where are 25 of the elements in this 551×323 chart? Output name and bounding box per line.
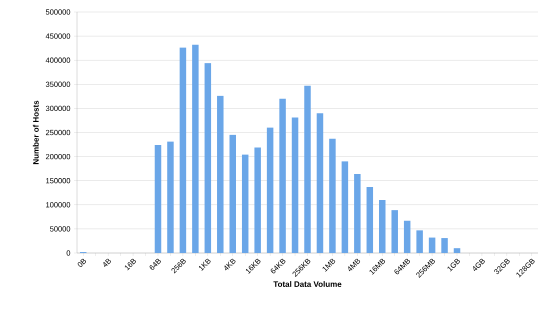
bar bbox=[416, 230, 423, 253]
bar bbox=[167, 142, 174, 253]
bar bbox=[404, 220, 410, 253]
bar bbox=[304, 86, 311, 253]
bar bbox=[379, 200, 386, 253]
bar bbox=[441, 238, 448, 253]
bar bbox=[342, 161, 348, 253]
bar bbox=[180, 48, 186, 253]
bar bbox=[154, 145, 162, 253]
bar bbox=[354, 174, 361, 253]
bar bbox=[391, 210, 398, 253]
bar bbox=[366, 186, 374, 253]
bar bbox=[316, 113, 324, 253]
bar bbox=[279, 98, 286, 253]
bar bbox=[254, 147, 261, 253]
bar bbox=[229, 134, 236, 253]
bar bbox=[217, 96, 224, 253]
bar bbox=[292, 118, 298, 253]
bar bbox=[204, 63, 212, 253]
bar bbox=[329, 138, 336, 253]
bar bbox=[428, 238, 436, 253]
bar bbox=[242, 154, 248, 253]
bar bbox=[192, 44, 199, 253]
bar bbox=[454, 248, 460, 253]
bar bbox=[266, 128, 274, 253]
